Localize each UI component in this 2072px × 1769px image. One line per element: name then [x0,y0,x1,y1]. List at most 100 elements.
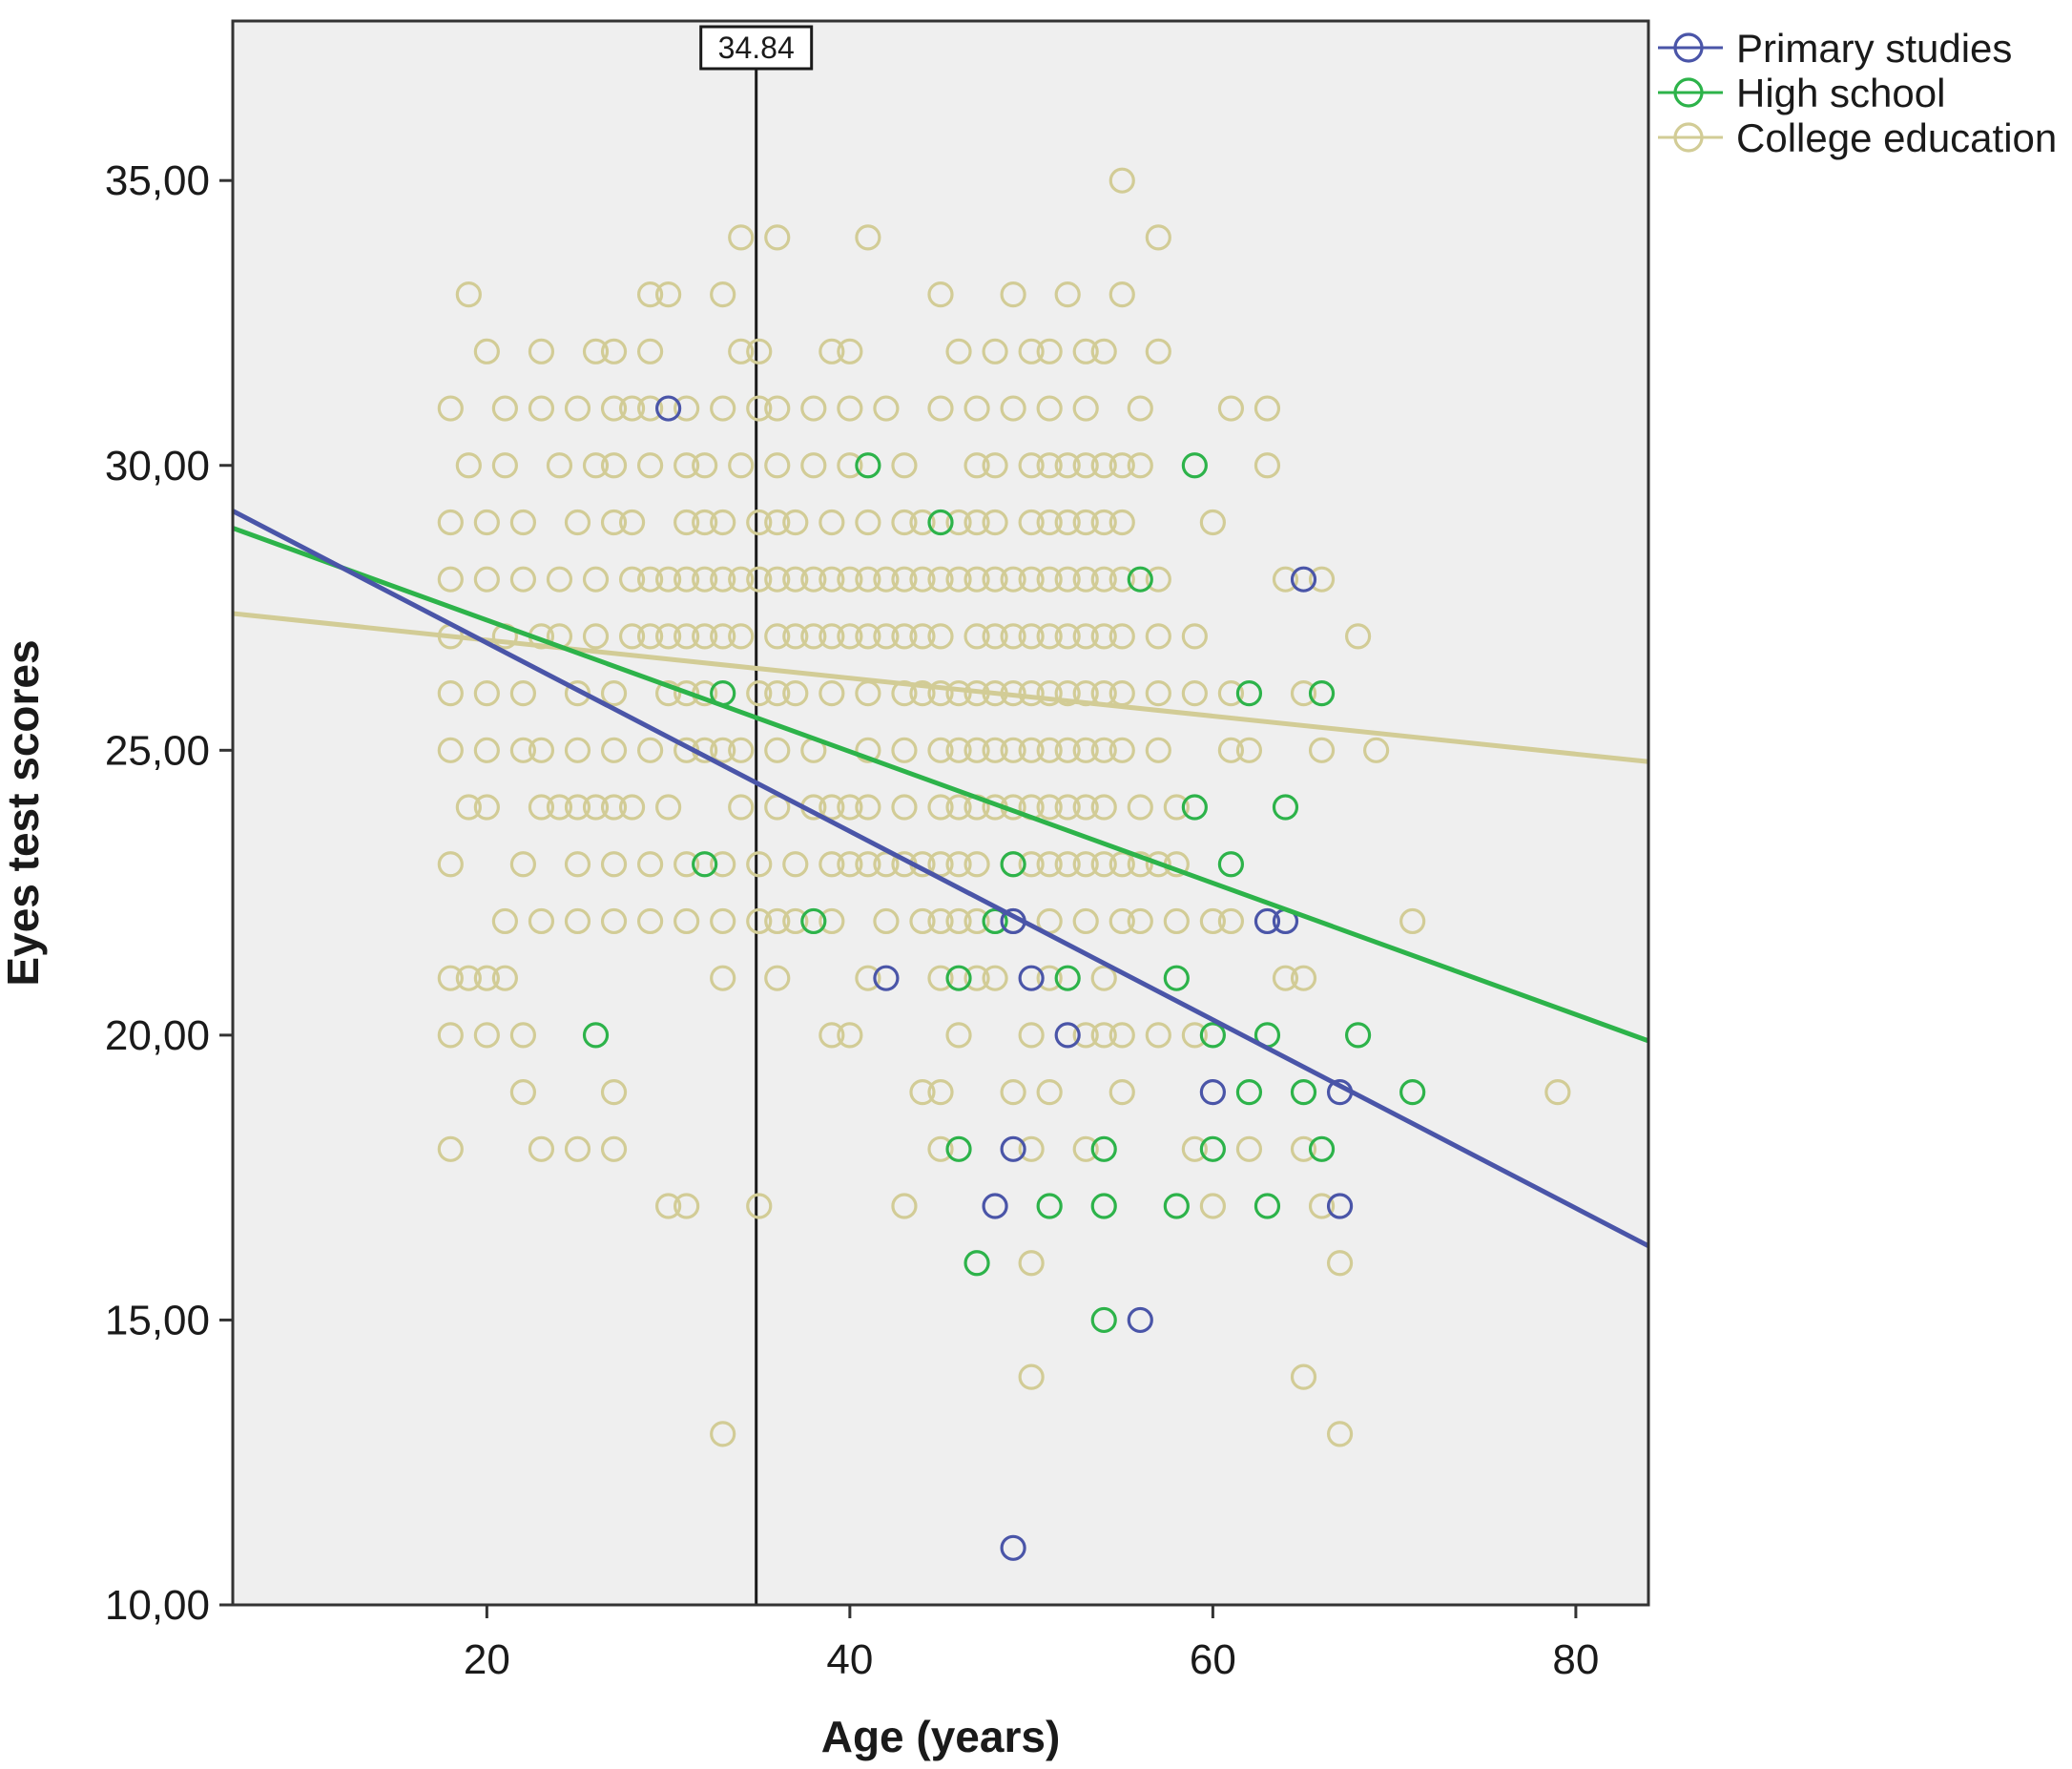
data-point [909,566,936,593]
data-point [873,566,900,593]
data-point [818,851,845,878]
data-point [1072,509,1099,536]
data-point [1072,794,1099,821]
data-point [1072,452,1099,479]
fit-line-college-education [232,611,1649,764]
data-point [600,509,628,536]
data-point [1072,1022,1099,1049]
data-point [1235,1078,1263,1106]
data-point [1235,1135,1263,1162]
data-point [746,851,773,878]
data-point [437,395,464,422]
data-point [1018,965,1045,991]
data-point [673,851,700,878]
data-point [1145,338,1171,364]
data-point [1000,737,1026,763]
data-point [710,965,736,991]
data-point [710,907,736,935]
data-point [1054,851,1081,878]
data-point [1072,737,1099,763]
data-point [945,794,972,821]
data-point [473,338,500,364]
data-point [945,737,972,763]
data-point [891,566,918,593]
data-point [782,907,809,935]
data-point [1199,907,1226,935]
data-point [1290,1363,1317,1390]
x-tick-label: 60 [1190,1636,1236,1683]
data-point [673,566,700,593]
data-point [1072,338,1099,364]
data-point [1036,1193,1063,1219]
data-point [437,737,464,763]
data-point [927,680,954,707]
data-point [1018,1250,1045,1277]
data-point [982,965,1008,991]
reference-line-label: 34.84 [718,31,795,65]
data-point [1127,566,1153,593]
data-point [1109,452,1135,479]
data-point [600,1135,628,1162]
data-point [782,509,809,536]
data-point [673,680,700,707]
data-point [855,452,881,479]
data-point [764,509,791,536]
data-point [1326,1421,1354,1447]
data-point [1090,452,1117,479]
data-point [1163,794,1190,821]
y-tick-label: 30,00 [105,443,210,489]
data-point [963,907,990,935]
data-point [1109,737,1135,763]
data-point [673,907,700,935]
data-point [800,395,827,422]
data-point [1217,395,1245,422]
legend-swatch-marker [1673,122,1704,153]
data-point [1018,566,1045,593]
data-point [1018,737,1045,763]
data-point [1163,965,1190,991]
data-point [1072,566,1099,593]
data-point [1054,509,1081,536]
legend-item-college-education: College education [1658,115,2057,160]
data-point [782,566,809,593]
y-tick-label: 25,00 [105,727,210,774]
data-point [1109,566,1135,593]
data-point [1127,1306,1153,1334]
data-point [1235,737,1263,763]
data-point [1090,338,1117,364]
data-point [891,794,918,821]
data-point [728,452,755,479]
data-point [455,281,482,308]
data-point [982,907,1008,935]
data-point [927,566,954,593]
data-point [982,566,1008,593]
data-point [963,566,990,593]
data-point [818,907,845,935]
data-point [837,338,863,364]
data-point [1181,680,1208,707]
data-point [927,851,954,878]
data-point [673,452,700,479]
y-axis-title: Eyes test scores [0,639,48,986]
data-point [1109,851,1135,878]
data-point [1018,452,1045,479]
data-point [945,907,972,935]
data-point [963,509,990,536]
data-point [782,680,809,707]
data-point [1090,1135,1117,1162]
data-point [509,509,537,536]
data-point [546,566,573,593]
data-point [1090,566,1117,593]
data-point [600,851,628,878]
y-tick-label: 35,00 [105,157,210,204]
data-point [1109,167,1135,194]
data-point [837,1022,863,1049]
data-point [1000,623,1026,650]
legend-label: College education [1736,115,2057,160]
data-point [1308,1135,1336,1162]
data-point [636,281,664,308]
data-point [1199,1078,1226,1106]
data-point [1000,851,1026,878]
data-point [1217,680,1245,707]
data-point [1054,737,1081,763]
